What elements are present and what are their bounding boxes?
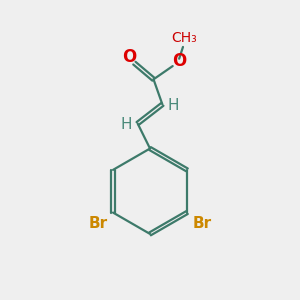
Text: H: H <box>168 98 179 113</box>
Text: O: O <box>172 52 186 70</box>
Text: Br: Br <box>192 216 212 231</box>
Text: O: O <box>122 48 136 66</box>
Text: CH₃: CH₃ <box>172 31 197 44</box>
Text: Br: Br <box>88 216 108 231</box>
Text: H: H <box>121 118 132 133</box>
